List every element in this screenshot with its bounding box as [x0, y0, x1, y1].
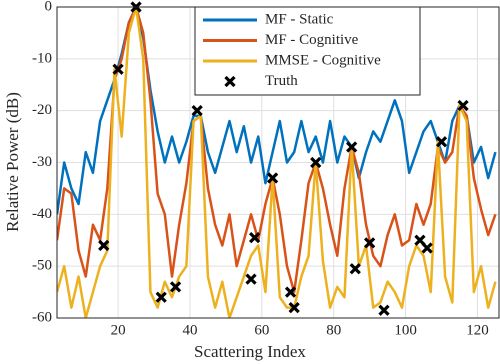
truth-marker	[378, 304, 390, 316]
x-tick-label: 120	[466, 322, 489, 338]
truth-marker	[112, 63, 124, 75]
y-tick-label: -50	[32, 258, 52, 274]
legend-label: MF - Static	[265, 11, 334, 27]
series-line	[57, 7, 497, 294]
x-tick-label: 100	[394, 322, 417, 338]
x-tick-label: 40	[182, 322, 197, 338]
truth-marker	[284, 286, 297, 298]
truth-marker	[169, 281, 182, 293]
truth-marker	[266, 172, 279, 184]
y-axis-label: Relative Power (dB)	[3, 92, 22, 232]
x-tick-label: 60	[254, 322, 269, 338]
legend-label: Truth	[265, 73, 298, 89]
truth-marker	[364, 237, 376, 249]
plot	[57, 7, 497, 318]
truth-marker	[288, 302, 300, 314]
truth-marker	[435, 136, 448, 148]
truth-marker	[249, 232, 261, 244]
truth-marker	[155, 291, 167, 303]
truth-marker	[346, 141, 358, 153]
truth-marker	[349, 263, 361, 275]
legend-label: MMSE - Cognitive	[265, 52, 381, 68]
x-axis-label: Scattering Index	[194, 342, 306, 361]
y-tick-label: -30	[32, 154, 52, 170]
truth-marker	[310, 156, 322, 169]
truth-marker	[245, 273, 257, 285]
x-tick-label: 20	[111, 322, 126, 338]
truth-marker	[421, 242, 433, 254]
series-line	[57, 7, 497, 318]
y-tick-label: -20	[32, 102, 52, 118]
y-tick-label: 0	[45, 0, 53, 14]
y-tick-label: -60	[32, 309, 52, 325]
legend-marker	[224, 75, 236, 88]
truth-marker	[457, 99, 469, 112]
truth-marker	[191, 105, 203, 117]
x-tick-label: 80	[326, 322, 341, 338]
legend-label: MF - Cognitive	[265, 32, 359, 48]
y-tick-label: -10	[32, 50, 52, 66]
truth-marker	[98, 239, 110, 252]
y-tick-label: -40	[32, 206, 52, 222]
